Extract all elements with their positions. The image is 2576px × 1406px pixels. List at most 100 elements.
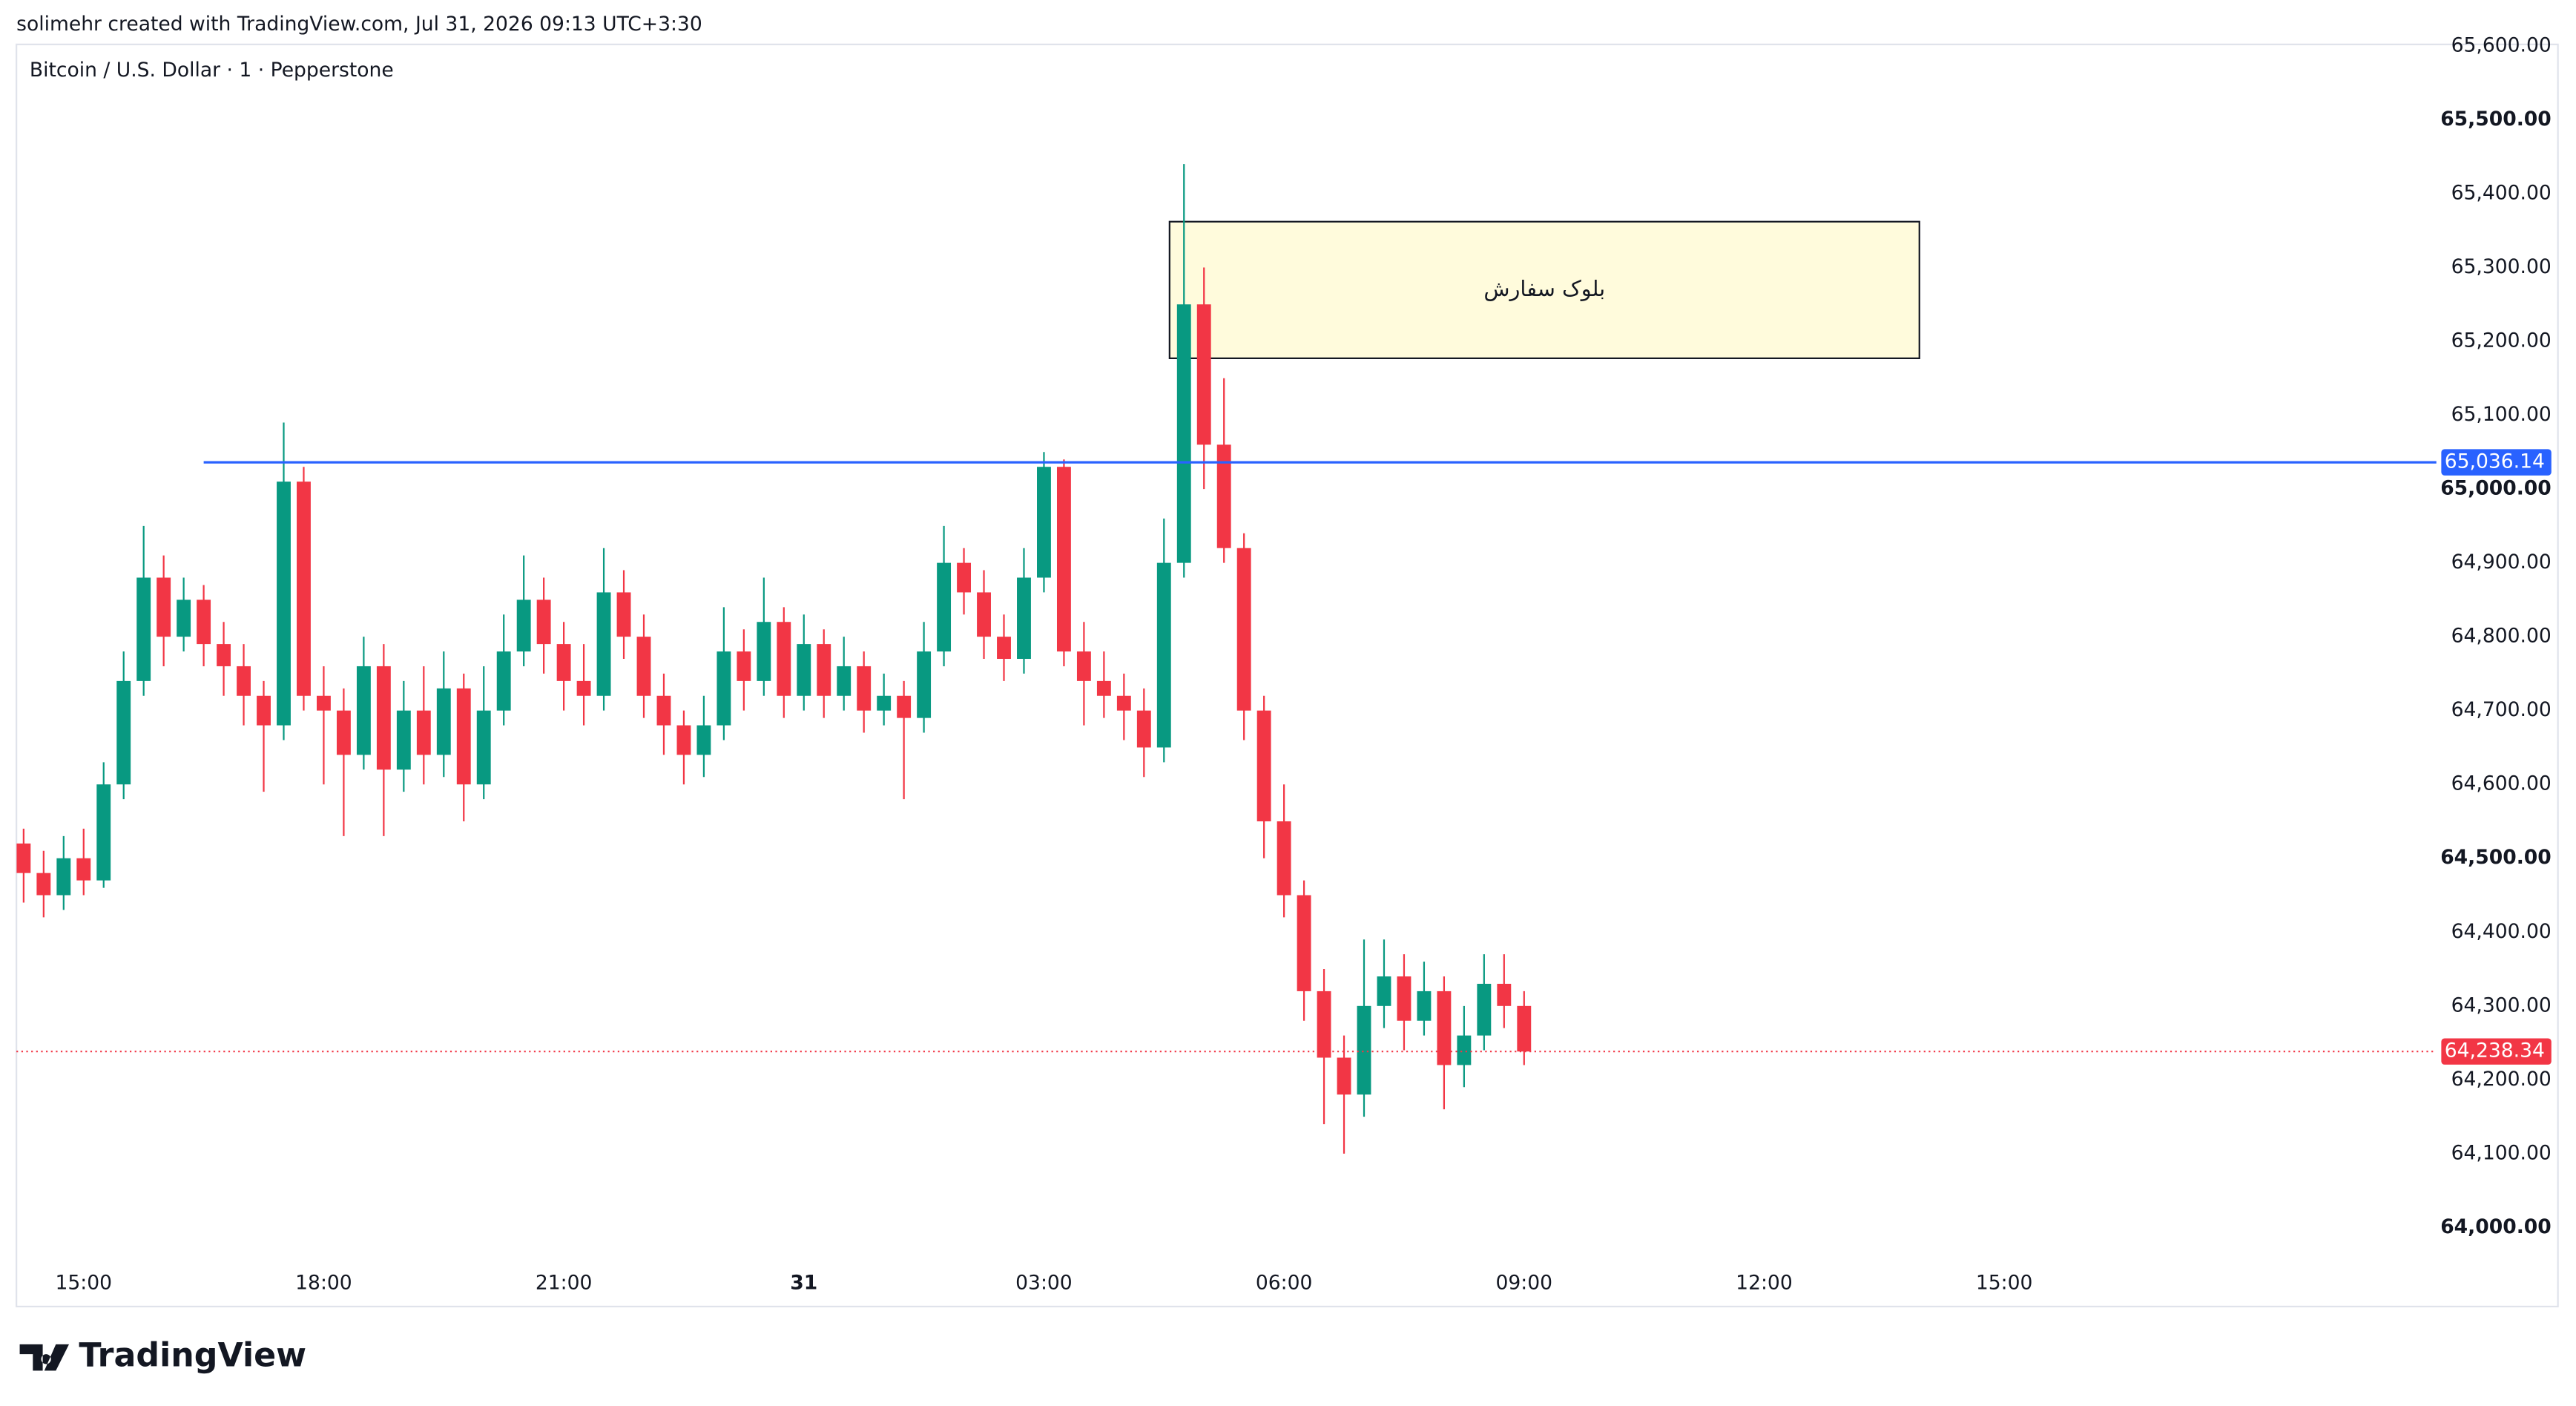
candle-body (1317, 991, 1331, 1058)
candle-body (96, 784, 111, 881)
candle-body (1377, 976, 1391, 1006)
candle-body (737, 651, 751, 681)
candle-body (396, 710, 411, 770)
candle-body (757, 622, 771, 681)
level-price-box (2441, 449, 2552, 476)
candle-body (416, 710, 431, 755)
candle-body (116, 680, 131, 785)
y-tick-label: 65,000.00 (2440, 477, 2552, 500)
y-tick-label: 65,600.00 (2451, 33, 2552, 56)
candle-body (1457, 1035, 1472, 1065)
candle-body (356, 666, 371, 755)
candle-body (576, 680, 591, 696)
x-tick-label: 06:00 (1256, 1271, 1313, 1294)
candle-body (336, 710, 351, 755)
candle-body (977, 592, 991, 637)
candle-body (317, 695, 331, 711)
candle-body (197, 599, 211, 645)
candle-body (1256, 710, 1271, 821)
y-tick-label: 65,100.00 (2451, 403, 2552, 426)
last-price-box (2441, 1038, 2552, 1065)
y-tick-label: 65,200.00 (2451, 329, 2552, 352)
y-tick-label: 64,500.00 (2440, 846, 2552, 869)
y-tick-label: 65,500.00 (2440, 108, 2552, 131)
symbol-title: Bitcoin / U.S. Dollar · 1 · Pepperstone (30, 59, 394, 82)
candle-body (1337, 1057, 1351, 1095)
y-tick-label: 64,300.00 (2451, 993, 2552, 1016)
y-tick-label: 64,200.00 (2451, 1068, 2552, 1091)
candle-body (1216, 444, 1231, 548)
candle-body (496, 651, 511, 711)
y-tick-label: 65,300.00 (2451, 255, 2552, 278)
x-tick-label: 21:00 (536, 1271, 593, 1294)
candle-body (277, 482, 291, 726)
candle-body (676, 725, 691, 755)
logo-text: TradingView (79, 1337, 306, 1375)
candle-body (937, 562, 952, 652)
logo: TradingView (19, 1337, 306, 1375)
y-tick-label: 64,400.00 (2451, 920, 2552, 943)
candle-body (1477, 983, 1492, 1036)
candle-body (636, 637, 651, 696)
logo-icon (19, 1344, 70, 1371)
order-block-zone (1168, 220, 1920, 360)
level-price-label: 65,036.14 (2445, 450, 2545, 473)
y-tick-label: 64,800.00 (2451, 625, 2552, 648)
candle-body (857, 666, 872, 711)
candle-body (76, 858, 91, 881)
candle-body (1176, 304, 1191, 563)
x-tick-label: 18:00 (295, 1271, 352, 1294)
candle-body (1497, 983, 1512, 1006)
candle-body (177, 599, 191, 637)
candle-body (1277, 821, 1291, 896)
candle-body (136, 577, 151, 681)
candle-body (1417, 991, 1432, 1021)
zone-label: بلوک سفارش (1483, 276, 1605, 301)
candle-body (297, 482, 311, 696)
candle-body (1156, 562, 1171, 748)
x-tick-label: 09:00 (1496, 1271, 1553, 1294)
y-tick-label: 64,600.00 (2451, 772, 2552, 795)
y-tick-label: 64,700.00 (2451, 698, 2552, 721)
candle-body (556, 644, 571, 681)
candle-body (917, 651, 932, 718)
y-tick-label: 65,400.00 (2451, 181, 2552, 204)
x-tick-label: 15:00 (55, 1271, 112, 1294)
candle-body (717, 651, 731, 726)
last-price-label: 64,238.34 (2445, 1039, 2545, 1062)
candle-body (536, 599, 551, 645)
y-tick-label: 64,900.00 (2451, 551, 2552, 574)
candle-body (1096, 680, 1111, 696)
x-tick-label: 12:00 (1736, 1271, 1793, 1294)
candle-body (616, 592, 631, 637)
candle-body (997, 637, 1011, 660)
candle-body (16, 843, 31, 873)
candle-body (1116, 695, 1131, 711)
candle-body (1297, 895, 1311, 991)
candle-body (797, 644, 811, 696)
candle-body (257, 695, 271, 726)
candle-body (1136, 710, 1151, 748)
candle-body (777, 622, 791, 696)
candle-body (817, 644, 831, 696)
candle-body (476, 710, 491, 785)
candle-body (596, 592, 611, 696)
x-tick-label: 03:00 (1015, 1271, 1073, 1294)
x-tick-label: 31 (790, 1271, 817, 1294)
candle-body (56, 858, 71, 896)
candle-body (157, 577, 171, 637)
candle-body (436, 688, 451, 755)
candle-body (696, 725, 711, 755)
candle-body (837, 666, 851, 696)
y-tick-label: 64,000.00 (2440, 1215, 2552, 1238)
candle-body (456, 688, 471, 785)
candle-body (36, 873, 51, 896)
candle-body (1076, 651, 1091, 681)
candle-body (1236, 548, 1251, 711)
candle-body (1056, 467, 1071, 652)
candle-body (516, 599, 531, 652)
candle-body (656, 695, 671, 726)
candle-body (1017, 577, 1031, 660)
candle-body (1357, 1005, 1371, 1095)
